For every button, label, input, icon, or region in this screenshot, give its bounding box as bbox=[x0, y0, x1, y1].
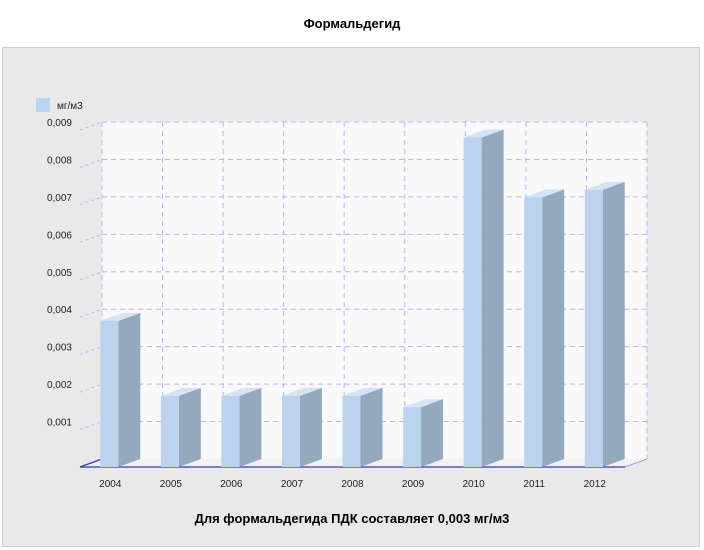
y-tick-label: 0,001 bbox=[47, 418, 72, 429]
grid-line-depth bbox=[79, 346, 103, 356]
bar bbox=[281, 387, 322, 467]
x-tick-labels: 2004 2005 2006 2007 2008 2009 2010 2011 2012 bbox=[99, 479, 606, 490]
bar-top bbox=[100, 312, 141, 321]
x-axis-depth-line-right bbox=[624, 458, 648, 468]
x-tick-label: 2006 bbox=[220, 479, 243, 490]
bar-front bbox=[524, 197, 543, 467]
grid-line-depth bbox=[79, 233, 103, 243]
y-tick-label: 0,003 bbox=[47, 343, 72, 354]
bar-side bbox=[178, 387, 201, 467]
bar-front bbox=[584, 189, 603, 467]
x-tick-label: 2004 bbox=[99, 479, 122, 490]
bar-front bbox=[342, 395, 361, 467]
bar-side bbox=[239, 387, 262, 467]
y-tick-label: 0,008 bbox=[47, 155, 72, 166]
x-tick-label: 2005 bbox=[160, 479, 183, 490]
bar-front bbox=[403, 407, 422, 467]
x-axis-depth-line bbox=[79, 458, 103, 468]
y-tick-label: 0,006 bbox=[47, 230, 72, 241]
bar-side bbox=[299, 387, 322, 467]
y-tick-label: 0,004 bbox=[47, 305, 72, 316]
bar-top bbox=[160, 387, 201, 396]
chart-title: Формальдегид bbox=[303, 16, 401, 31]
bar-top bbox=[524, 189, 565, 198]
bar bbox=[100, 312, 141, 467]
x-tick-label: 2010 bbox=[462, 479, 485, 490]
y-tick-label: 0,007 bbox=[47, 193, 72, 204]
bar-top bbox=[342, 387, 383, 396]
legend-label: мг/м3 bbox=[57, 101, 83, 112]
bar-side bbox=[542, 189, 565, 467]
grid-line-depth bbox=[79, 308, 103, 318]
bar bbox=[160, 387, 201, 467]
bar bbox=[221, 387, 262, 467]
bar-top bbox=[221, 387, 262, 396]
legend: мг/м3 bbox=[36, 98, 83, 112]
x-tick-label: 2007 bbox=[281, 479, 304, 490]
bar bbox=[463, 129, 504, 467]
bar-front bbox=[463, 137, 482, 467]
bar-front bbox=[221, 395, 240, 467]
bar-side bbox=[602, 181, 625, 467]
y-tick-label: 0,009 bbox=[47, 118, 72, 129]
bar-top bbox=[584, 181, 625, 190]
bar-side bbox=[360, 387, 383, 467]
bar-front bbox=[160, 395, 179, 467]
bar-side bbox=[421, 399, 444, 467]
bar bbox=[342, 387, 383, 467]
grid-line-depth bbox=[79, 196, 103, 206]
bars bbox=[100, 129, 625, 467]
bar-front bbox=[100, 320, 119, 467]
bar bbox=[403, 399, 444, 467]
legend-swatch bbox=[36, 98, 50, 112]
bar-top bbox=[281, 387, 322, 396]
grid-line-depth bbox=[79, 421, 103, 431]
bar-side bbox=[118, 312, 141, 467]
grid-line-depth bbox=[79, 121, 103, 131]
bar-top bbox=[403, 399, 444, 408]
x-tick-label: 2012 bbox=[584, 479, 607, 490]
y-tick-labels: 0,001 0,002 0,003 0,004 0,005 0,006 0,007 0,008… bbox=[47, 118, 72, 429]
bar-top bbox=[463, 129, 504, 138]
chart-caption: Для формальдегида ПДК составляет 0,003 м… bbox=[194, 511, 510, 526]
bar bbox=[524, 189, 565, 467]
grid-line-depth bbox=[79, 383, 103, 393]
bar-side bbox=[481, 129, 504, 467]
bar bbox=[584, 181, 625, 467]
grid-line-depth bbox=[79, 158, 103, 168]
x-tick-label: 2008 bbox=[341, 479, 364, 490]
y-tick-label: 0,002 bbox=[47, 380, 72, 391]
grid-line-depth bbox=[79, 271, 103, 281]
bar-front bbox=[281, 395, 300, 467]
y-tick-label: 0,005 bbox=[47, 268, 72, 279]
x-tick-label: 2011 bbox=[523, 479, 545, 490]
x-tick-label: 2009 bbox=[402, 479, 425, 490]
